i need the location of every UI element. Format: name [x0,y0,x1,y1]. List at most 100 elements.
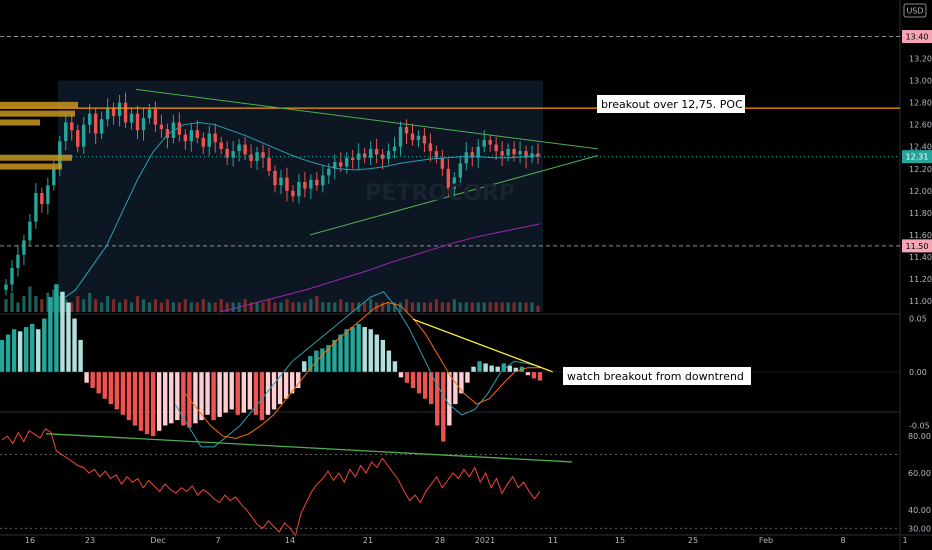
price-tick-label: 12.80 [909,99,932,108]
candle-body [10,267,14,285]
volume-bar [165,299,169,312]
macd-histogram-bar [404,372,410,383]
macd-histogram-bar [36,329,41,372]
date-tick-label: 25 [688,536,698,545]
candle-body [207,133,211,147]
volume-bar [410,302,415,312]
volume-bar [398,302,403,312]
macd-histogram-bar [120,372,126,415]
candle-body [422,135,427,144]
badge-11-50-text: 11.50 [906,242,929,251]
macd-histogram-bar [11,329,17,372]
volume-bar [470,302,474,312]
candle-body [362,153,367,158]
volume-bar [225,302,229,312]
volume-bar [404,299,409,312]
candle-body [500,151,504,156]
volume-bar [58,296,62,312]
candle-body [464,152,468,164]
candle-body [165,129,170,138]
macd-histogram-bar [428,372,434,405]
candle-body [398,126,403,147]
volume-bar [207,302,211,312]
candle-body [446,168,451,189]
rsi-tick-label: 80.00 [908,432,931,441]
volume-bar [249,302,253,312]
candle-body [416,135,421,141]
candle-body [452,177,457,189]
macd-line [174,291,541,448]
volume-bar [16,302,20,312]
candle-body [70,122,74,131]
volume-bar [500,302,504,312]
volume-bar [111,299,116,312]
candle-body [482,140,486,147]
date-tick-label: 21 [363,536,373,545]
volume-bar [183,299,187,312]
candle-body [64,122,68,142]
candle-body [123,102,128,123]
macd-histogram-bar [5,334,11,372]
volume-bar [135,296,140,312]
volume-bar [123,299,128,312]
volume-bar [273,302,277,312]
candle-body [309,179,313,189]
volume-bar [440,302,444,312]
volume-bar [177,302,181,312]
candle-body [285,177,289,191]
volume-bar [22,296,26,312]
macd-histogram-bar [277,372,283,405]
candle-body [34,192,38,222]
macd-histogram-bar [350,327,355,372]
badge-11-50-box [902,239,932,253]
triangle-lower-line [309,155,599,236]
volume-profile-bar [0,101,78,108]
macd-histogram-bar [253,372,259,415]
volume-bar [327,302,331,312]
price-tick-label: 13.20 [909,55,932,64]
date-tick-label: 28 [435,536,445,545]
candle-body [440,157,445,169]
candle-body [111,108,116,116]
candle-body [476,146,480,158]
macd-histogram-bar [380,339,386,372]
volume-bar [380,302,385,312]
volume-bar [488,302,492,312]
volume-bar [518,302,522,312]
macd-histogram-bar [374,334,379,372]
candle-body [195,130,199,138]
price-tick-label: 11.20 [909,275,932,284]
price-tick-label: 11.40 [909,253,932,262]
breakout-annotation-box [597,95,745,113]
macd-histogram-bar [302,361,307,372]
rsi-tick-label: 40.00 [908,506,931,515]
candle-body [458,163,462,178]
macd-histogram-bar [344,329,349,372]
volume-bar [46,292,50,312]
candle-body [356,153,361,160]
candle-body [267,157,271,171]
macd-histogram-bar [90,372,95,389]
volume-bar [76,296,80,312]
macd-histogram-bar [501,363,506,372]
volume-bar [40,299,44,312]
currency-label: USD [906,7,923,16]
volume-bar [416,302,421,312]
macd-histogram-bar [132,372,138,426]
macd-histogram-bar [54,284,59,372]
candle-body [28,221,32,241]
volume-bar [428,302,433,312]
macd-histogram-bar [326,345,331,372]
macd-histogram-bar [205,372,210,415]
overlay-lines [0,36,900,313]
candle-body [518,151,522,155]
candle-body [494,144,498,152]
candle-body [201,137,205,147]
macd-histogram-bar [42,318,47,372]
volume-bar [309,299,313,312]
macd-histogram-bar [416,372,422,394]
volume-bar [482,302,486,312]
macd-histogram-bar [199,372,204,421]
rsi-line [1,428,541,537]
